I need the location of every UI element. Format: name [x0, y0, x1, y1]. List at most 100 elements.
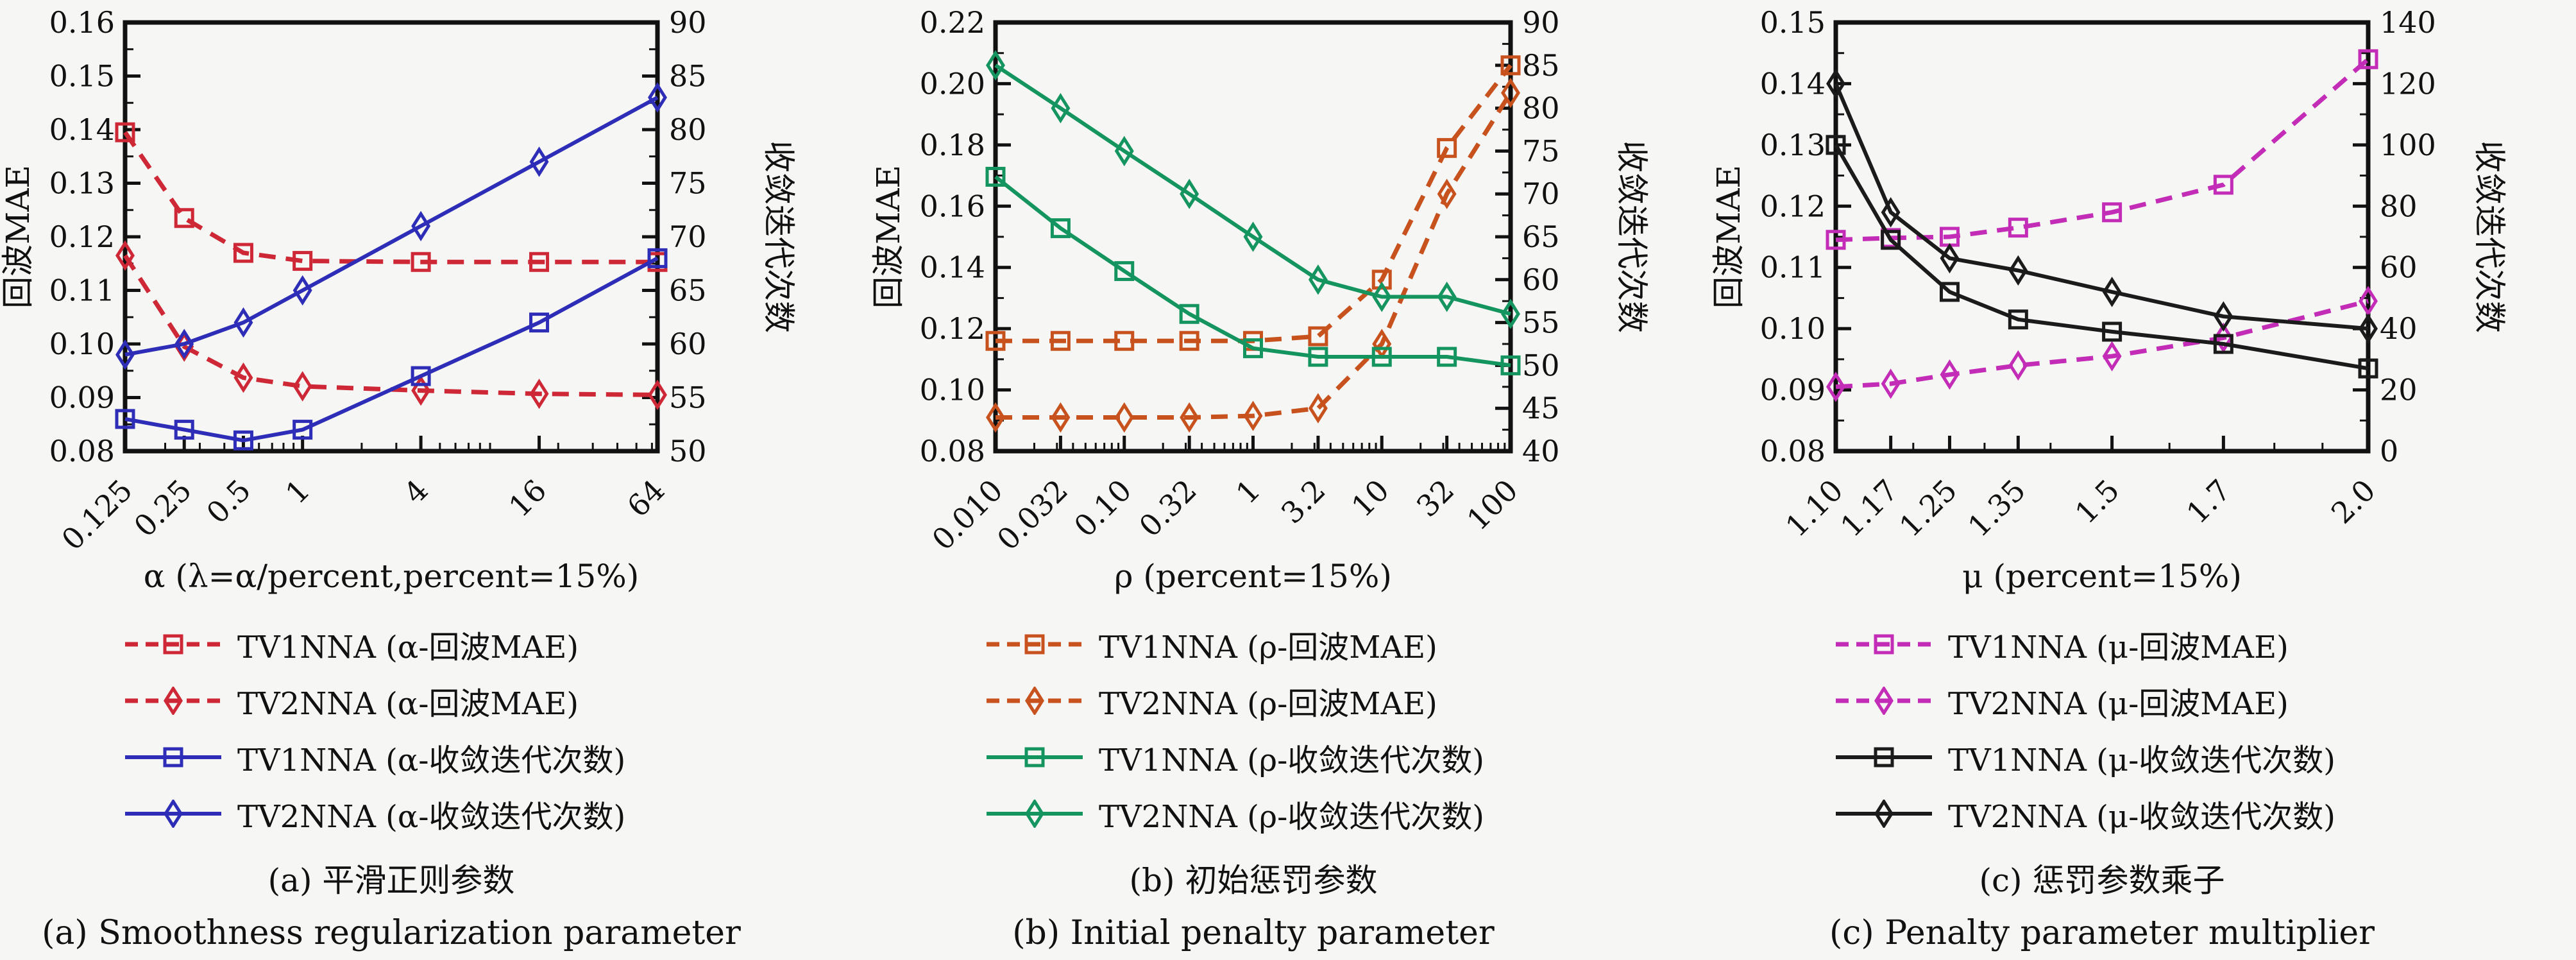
x-tick-label: 4 — [397, 473, 435, 511]
y-right-tick-label: 20 — [2380, 373, 2418, 407]
x-tick-label: 1.35 — [1961, 473, 2032, 544]
y-right-tick-label: 50 — [1522, 348, 1560, 382]
caption-zh-b: (b) 初始惩罚参数 — [1129, 862, 1378, 899]
legend-item: TV2NNA (ρ-回波MAE) — [983, 673, 1484, 729]
legend-swatch-diamond-icon — [125, 687, 221, 715]
square-marker — [115, 122, 135, 142]
square-marker — [411, 252, 431, 272]
legend-label: TV2NNA (ρ-回波MAE) — [1099, 686, 1437, 722]
y-left-tick-label: 0.20 — [920, 66, 985, 101]
x-tick-label: 0.25 — [127, 473, 198, 544]
diamond-marker — [1437, 178, 1457, 209]
x-tick-label: 1.5 — [2068, 473, 2126, 531]
diamond-marker — [1437, 281, 1457, 313]
y-right-tick-label: 85 — [669, 59, 707, 94]
square-marker — [1024, 747, 1045, 767]
diamond-marker — [986, 50, 1005, 81]
square-marker — [1437, 347, 1457, 367]
series-line-square — [994, 175, 1511, 368]
square-marker — [411, 366, 431, 386]
diamond-marker — [115, 240, 135, 271]
series-line-square — [124, 256, 659, 443]
series-line-diamond — [996, 91, 1513, 420]
square-marker — [529, 252, 550, 272]
y-left-tick-label: 0.16 — [49, 5, 115, 40]
square-marker — [163, 747, 183, 767]
y-left-tick-label: 0.08 — [49, 434, 115, 468]
y-left-tick-label: 0.12 — [49, 219, 115, 254]
y-left-tick-label: 0.18 — [920, 128, 985, 162]
y-right-tick-label: 0 — [2380, 434, 2398, 468]
square-marker — [1050, 330, 1071, 351]
legend-item: TV2NNA (ρ-收敛迭代次数) — [983, 785, 1484, 842]
y-axis-label-left: 回波MAE — [870, 165, 907, 309]
diamond-marker — [1114, 402, 1134, 433]
diamond-marker — [1308, 264, 1328, 295]
square-marker — [529, 313, 550, 333]
diamond-marker — [1180, 178, 1199, 209]
x-tick-label: 0.010 — [925, 473, 1009, 557]
diamond-marker — [1180, 402, 1199, 433]
square-marker — [1308, 347, 1328, 367]
y-left-tick-label: 0.11 — [1760, 250, 1826, 285]
square-marker — [1371, 347, 1392, 367]
legend-item: TV1NNA (α-回波MAE) — [122, 616, 625, 673]
legend-item: TV1NNA (μ-回波MAE) — [1833, 616, 2335, 673]
legend-label: TV1NNA (μ-收敛迭代次数) — [1948, 742, 2336, 778]
square-marker — [1826, 135, 1846, 155]
legend-item: TV2NNA (μ-回波MAE) — [1833, 673, 2335, 729]
legend-label: TV2NNA (ρ-收敛迭代次数) — [1099, 799, 1485, 835]
diamond-marker — [1025, 800, 1044, 828]
y-left-tick-label: 0.08 — [920, 434, 985, 468]
square-marker — [985, 166, 1006, 187]
square-marker — [1437, 138, 1457, 159]
caption-en-a: (a) Smoothness regularization parameter — [42, 914, 741, 952]
diamond-marker — [1243, 221, 1263, 252]
legend-swatch-diamond-icon — [1836, 800, 1932, 828]
legend-label: TV1NNA (ρ-收敛迭代次数) — [1099, 742, 1485, 778]
y-left-tick-label: 0.14 — [1760, 66, 1826, 101]
y-left-tick-label: 0.09 — [1760, 373, 1826, 407]
y-right-tick-label: 120 — [2380, 66, 2436, 101]
x-tick-label: 0.5 — [199, 473, 257, 531]
diamond-marker — [1501, 298, 1520, 329]
square-marker — [2008, 218, 2028, 238]
diamond-marker — [292, 275, 312, 306]
series-line-diamond — [1834, 83, 2369, 331]
y-left-tick-label: 0.22 — [920, 5, 985, 40]
square-marker — [174, 420, 194, 440]
diamond-marker — [1940, 243, 1960, 274]
diamond-marker — [115, 339, 135, 370]
y-left-tick-label: 0.15 — [49, 59, 115, 94]
diamond-marker — [1940, 359, 1960, 390]
y-right-tick-label: 55 — [1522, 305, 1560, 340]
y-left-tick-label: 0.14 — [920, 250, 985, 285]
y-right-tick-label: 90 — [1522, 5, 1560, 40]
y-axis-label-right: 收敛迭代次数 — [1613, 141, 1650, 333]
diamond-marker — [1025, 687, 1044, 715]
x-tick-label: 1.10 — [1779, 473, 1850, 544]
y-right-tick-label: 60 — [1522, 262, 1560, 297]
x-tick-label: 3.2 — [1275, 473, 1332, 531]
y-right-tick-label: 100 — [2380, 128, 2436, 162]
square-marker — [1050, 218, 1071, 239]
legend-item: TV1NNA (ρ-回波MAE) — [983, 616, 1484, 673]
y-left-tick-label: 0.15 — [1760, 5, 1826, 40]
y-left-tick-label: 0.08 — [1760, 434, 1826, 468]
y-left-tick-label: 0.13 — [49, 166, 115, 201]
legend-label: TV1NNA (μ-回波MAE) — [1948, 630, 2289, 665]
y-right-tick-label: 40 — [1522, 434, 1560, 468]
x-tick-label: 0.10 — [1067, 473, 1139, 544]
y-right-tick-label: 80 — [2380, 189, 2418, 223]
square-marker — [1874, 747, 1894, 767]
y-right-tick-label: 80 — [669, 112, 707, 147]
legend-swatch-square-icon — [1836, 747, 1932, 767]
diamond-marker — [529, 146, 549, 177]
y-axis-label-right: 收敛迭代次数 — [760, 141, 797, 333]
x-axis-title: ρ (percent=15%) — [1114, 558, 1392, 595]
legend-swatch-diamond-icon — [987, 687, 1083, 715]
legend-label: TV2NNA (μ-回波MAE) — [1948, 686, 2289, 722]
x-tick-label: 16 — [502, 473, 554, 524]
x-tick-label: 1.25 — [1893, 473, 1964, 544]
square-marker — [163, 634, 183, 655]
